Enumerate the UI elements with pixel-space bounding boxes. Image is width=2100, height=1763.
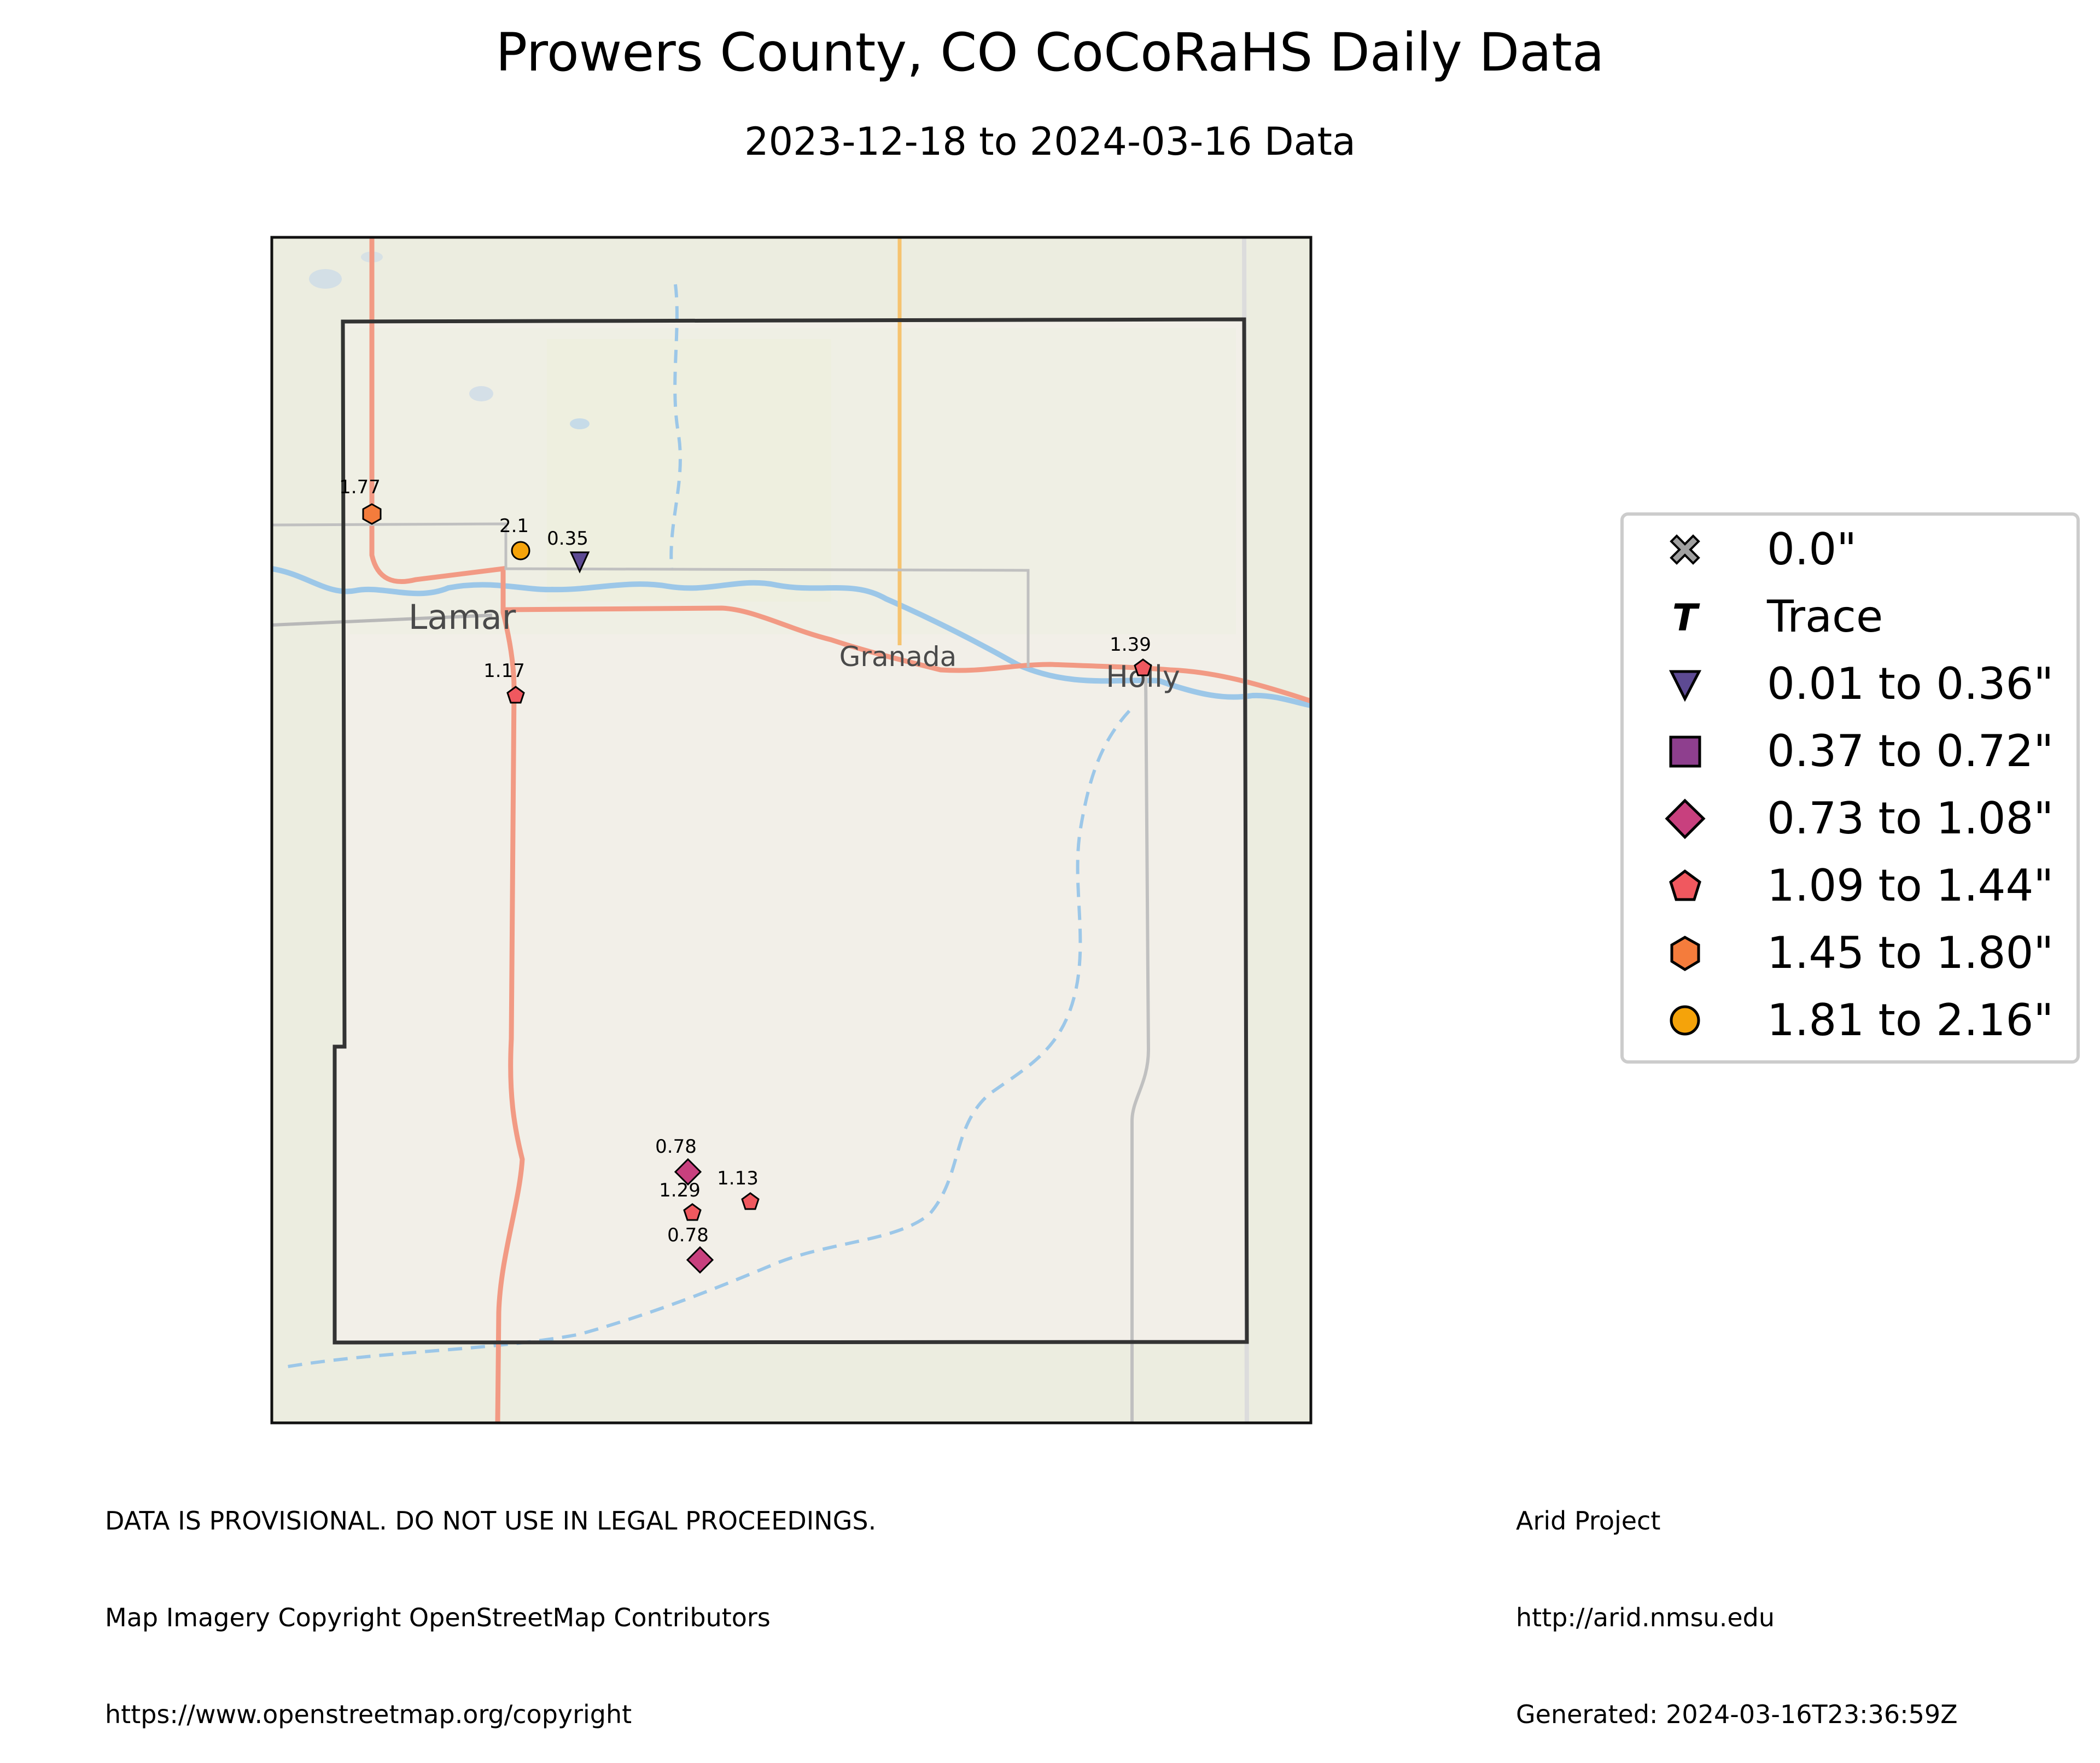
station-marker[interactable]: 2.1 [499, 515, 530, 561]
station-markers: 1.77 2.1 0.35 1.17 1.39 0.78 1.2 [339, 476, 1152, 1274]
station-value-label: 1.29 [659, 1180, 701, 1201]
legend-label: Trace [1767, 591, 1883, 642]
town-label-lamar: Lamar [409, 597, 516, 637]
station-marker[interactable]: 0.78 [655, 1136, 702, 1186]
svg-text:T: T [1672, 597, 1700, 638]
footer-line: Map Imagery Copyright OpenStreetMap Cont… [105, 1603, 771, 1632]
legend-item: 0.01 to 0.36" [1624, 650, 2076, 717]
circle-icon [1670, 1005, 1700, 1036]
footer-link[interactable]: https://www.openstreetmap.org/copyright [105, 1700, 632, 1729]
legend-label: 0.0" [1767, 524, 1857, 575]
station-value-label: 2.1 [499, 515, 529, 537]
station-value-label: 1.39 [1110, 634, 1151, 656]
station-marker[interactable]: 1.17 [483, 660, 525, 704]
footer-credits: Arid Project http://arid.nmsu.edu Genera… [1516, 1440, 1958, 1763]
legend-item: 0.0" [1624, 516, 2076, 583]
station-value-label: 0.78 [667, 1224, 709, 1246]
station-value-label: 1.77 [339, 476, 381, 498]
station-marker[interactable]: 1.39 [1110, 634, 1152, 676]
legend-label: 0.37 to 0.72" [1767, 726, 2054, 777]
county-map[interactable]: Lamar Granada Holly 1.77 2.1 0.35 1.17 1… [0, 0, 2100, 1575]
legend-label: 1.45 to 1.80" [1767, 927, 2054, 978]
diamond-icon [1665, 798, 1706, 839]
legend: 0.0" T Trace 0.01 to 0.36" 0.37 to 0.72"… [1620, 512, 2080, 1064]
legend-item: 0.73 to 1.08" [1624, 785, 2076, 852]
station-marker[interactable]: 0.35 [547, 528, 590, 574]
basemap [272, 237, 1311, 1423]
chart-title: Prowers County, CO CoCoRaHS Daily Data [495, 22, 1605, 83]
footer-disclaimer: DATA IS PROVISIONAL. DO NOT USE IN LEGAL… [105, 1440, 876, 1763]
x-icon [1670, 534, 1700, 565]
legend-label: 0.73 to 1.08" [1767, 793, 2054, 844]
map-frame [270, 236, 1312, 1425]
trace-t-icon: T [1672, 597, 1700, 638]
town-label-granada: Granada [839, 641, 957, 673]
station-value-label: 1.13 [717, 1167, 759, 1189]
legend-item: T Trace [1624, 583, 2076, 650]
station-marker[interactable]: 1.13 [717, 1167, 760, 1210]
legend-label: 1.81 to 2.16" [1767, 995, 2054, 1046]
station-value-label: 0.35 [547, 528, 588, 550]
station-marker[interactable]: 0.78 [667, 1224, 714, 1274]
footer-line: Arid Project [1516, 1506, 1661, 1536]
legend-item: 1.81 to 2.16" [1624, 986, 2076, 1054]
footer-line: Generated: 2024-03-16T23:36:59Z [1516, 1700, 1958, 1729]
chart-subtitle: 2023-12-18 to 2024-03-16 Data [744, 119, 1356, 164]
station-marker[interactable]: 1.29 [659, 1180, 702, 1221]
triangle-down-icon [1669, 670, 1702, 702]
station-marker[interactable]: 1.77 [339, 476, 382, 525]
legend-item: 1.09 to 1.44" [1624, 852, 2076, 919]
legend-label: 0.01 to 0.36" [1767, 658, 2054, 709]
square-icon [1669, 735, 1701, 768]
footer-link[interactable]: http://arid.nmsu.edu [1516, 1603, 1775, 1632]
pentagon-icon [1669, 869, 1701, 901]
footer-line: DATA IS PROVISIONAL. DO NOT USE IN LEGAL… [105, 1506, 877, 1536]
station-value-label: 0.78 [655, 1136, 697, 1158]
station-value-label: 1.17 [483, 660, 525, 682]
hexagon-icon [1670, 936, 1700, 971]
legend-item: 0.37 to 0.72" [1624, 717, 2076, 785]
legend-item: 1.45 to 1.80" [1624, 919, 2076, 986]
legend-label: 1.09 to 1.44" [1767, 860, 2054, 911]
